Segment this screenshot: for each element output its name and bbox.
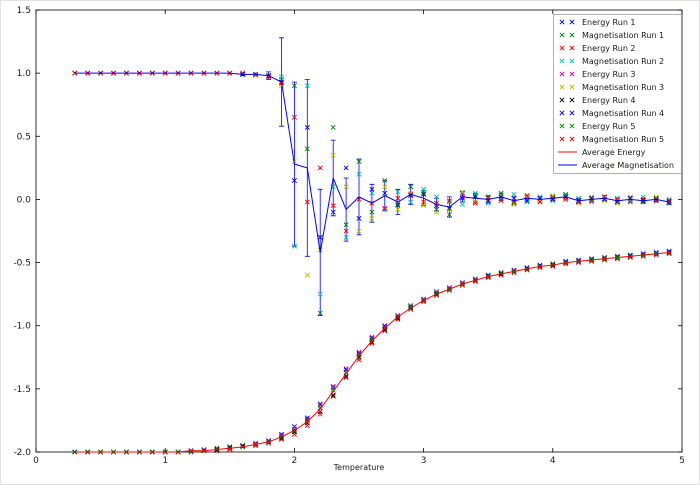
legend-label: Magnetisation Run 1 <box>582 31 664 40</box>
y-tick-label: 0.0 <box>17 195 32 205</box>
legend-item-magnetisation-run-2: Magnetisation Run 2 <box>559 57 664 66</box>
x-tick-label: 3 <box>421 456 427 466</box>
y-tick-label: -1.0 <box>13 322 31 332</box>
legend-item-energy-run-4: Energy Run 4 <box>559 96 636 105</box>
legend-label: Energy Run 1 <box>582 18 636 27</box>
legend-marker-icon <box>559 32 575 38</box>
legend-item-magnetisation-run-3: Magnetisation Run 3 <box>559 83 664 92</box>
legend-item-average-magnetisation: Average Magnetisation <box>558 161 674 170</box>
legend-label: Energy Run 5 <box>582 122 636 131</box>
x-tick-label: 2 <box>292 456 298 466</box>
legend-label: Energy Run 2 <box>582 44 636 53</box>
y-tick-label: 1.5 <box>17 6 31 16</box>
legend-label: Magnetisation Run 5 <box>582 135 664 144</box>
legend-box <box>553 14 682 174</box>
legend-item-average-energy: Average Energy <box>558 148 646 157</box>
legend-item-energy-run-3: Energy Run 3 <box>559 70 636 79</box>
legend-label: Average Magnetisation <box>582 161 674 170</box>
legend-marker-icon <box>559 110 575 116</box>
y-tick-label: -1.5 <box>13 385 31 395</box>
legend-marker-icon <box>559 58 575 64</box>
legend-label: Magnetisation Run 4 <box>582 109 664 118</box>
legend-label: Magnetisation Run 2 <box>582 57 664 66</box>
legend-item-magnetisation-run-4: Magnetisation Run 4 <box>559 109 664 118</box>
legend-marker-icon <box>559 19 575 25</box>
legend-label: Energy Run 3 <box>582 70 636 79</box>
series-average-magnetisation <box>74 72 670 253</box>
y-tick-label: -2.0 <box>13 448 31 458</box>
legend: Energy Run 1 Magnetisation Run 1 Energy Ru… <box>553 14 682 174</box>
legend-item-energy-run-2: Energy Run 2 <box>559 44 636 53</box>
legend-marker-icon <box>559 97 575 103</box>
legend-marker-icon <box>559 45 575 51</box>
legend-marker-icon <box>559 84 575 90</box>
legend-item-energy-run-1: Energy Run 1 <box>559 18 636 27</box>
legend-marker-icon <box>559 123 575 129</box>
legend-item-magnetisation-run-1: Magnetisation Run 1 <box>559 31 664 40</box>
x-tick-label: 0 <box>33 456 39 466</box>
x-tick-label: 1 <box>162 456 168 466</box>
x-tick-label: 4 <box>550 456 556 466</box>
legend-item-energy-run-5: Energy Run 5 <box>559 122 636 131</box>
legend-item-magnetisation-run-5: Magnetisation Run 5 <box>559 135 664 144</box>
series-average-energy <box>74 252 670 453</box>
x-axis: 0 1 2 3 4 5 <box>33 10 685 466</box>
x-tick-label: 5 <box>679 456 685 466</box>
legend-label: Average Energy <box>582 148 646 157</box>
y-axis: 1.5 1.0 0.5 0.0 -0.5 -1.0 -1.5 -2.0 <box>13 6 682 458</box>
legend-label: Energy Run 4 <box>582 96 636 105</box>
y-tick-label: -0.5 <box>13 259 31 269</box>
legend-label: Magnetisation Run 3 <box>582 83 664 92</box>
x-axis-label: Temperature <box>333 463 385 472</box>
legend-marker-icon <box>559 136 575 142</box>
y-tick-label: 0.5 <box>17 132 31 142</box>
legend-marker-icon <box>559 71 575 77</box>
y-tick-label: 1.0 <box>17 69 32 79</box>
